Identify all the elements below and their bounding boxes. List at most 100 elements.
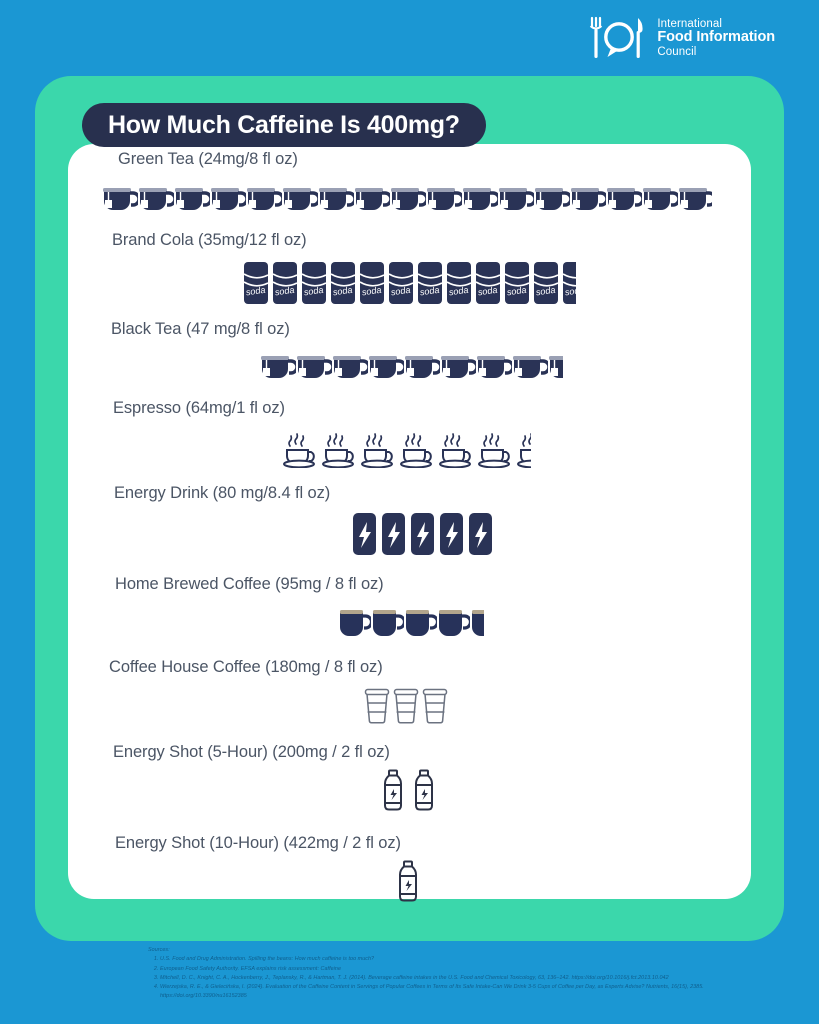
coffee-mug-icon [439, 610, 470, 636]
espresso-cup-icon [478, 433, 510, 468]
teacup-icon [549, 356, 563, 378]
teacup-icon [297, 356, 332, 378]
teacup-icon [261, 356, 296, 378]
teacup-icon [441, 356, 476, 378]
shot-bottle-icon [384, 769, 402, 811]
logo-line-food-information: Food Information [657, 29, 775, 46]
soda-can-icon: soda [388, 262, 414, 304]
icon-strip-soda-can: soda soda soda soda soda soda soda soda … [241, 254, 576, 306]
soda-can-icon: soda [446, 262, 472, 304]
teacup-icon [355, 188, 390, 210]
soda-can-icon: soda [475, 262, 501, 304]
row-label: Green Tea (24mg/8 fl oz) [118, 150, 298, 168]
teacup-icon [607, 188, 642, 210]
teacup-icon [103, 188, 138, 210]
teacup-icon [571, 188, 606, 210]
svg-text:soda: soda [390, 285, 411, 298]
beverage-row-energy-drink: Energy Drink (80 mg/8.4 fl oz) [68, 484, 751, 557]
energy-can-icon [382, 513, 405, 555]
espresso-cup-icon [361, 433, 393, 468]
svg-text:soda: soda [419, 285, 440, 298]
beverage-row-black-tea: Black Tea (47 mg/8 fl oz) [68, 320, 751, 385]
energy-can-icon [469, 513, 492, 555]
teacup-icon [247, 188, 282, 210]
espresso-cup-icon [322, 433, 354, 468]
row-label: Energy Shot (10-Hour) (422mg / 2 fl oz) [115, 834, 401, 852]
svg-text:soda: soda [245, 285, 266, 298]
icon-strip-teacup [100, 173, 712, 217]
espresso-cup-icon [283, 433, 315, 468]
icon-strip-espresso-cup [281, 422, 531, 468]
soda-can-icon: soda [533, 262, 559, 304]
sources-title: Sources: [148, 947, 170, 953]
teacup-icon [211, 188, 246, 210]
beverage-row-home-brewed-coffee: Home Brewed Coffee (95mg / 8 fl oz) [68, 575, 751, 640]
svg-text:soda: soda [506, 285, 527, 298]
svg-text:soda: soda [274, 285, 295, 298]
beverage-row-brand-cola: Brand Cola (35mg/12 fl oz) soda soda sod… [68, 231, 751, 306]
soda-can-icon: soda [243, 262, 269, 304]
svg-text:soda: soda [564, 285, 576, 298]
teacup-icon [463, 188, 498, 210]
sources-list: U.S. Food and Drug Administration. Spill… [148, 955, 708, 1001]
row-label: Coffee House Coffee (180mg / 8 fl oz) [109, 658, 383, 676]
svg-text:soda: soda [448, 285, 469, 298]
energy-can-icon [353, 513, 376, 555]
teacup-icon [427, 188, 462, 210]
row-label: Brand Cola (35mg/12 fl oz) [112, 231, 307, 249]
soda-can-icon: soda [562, 262, 576, 304]
teacup-icon [477, 356, 512, 378]
soda-can-icon: soda [330, 262, 356, 304]
soda-can-icon: soda [272, 262, 298, 304]
teacup-icon [679, 188, 712, 210]
teacup-icon [513, 356, 548, 378]
teacup-icon [405, 356, 440, 378]
soda-can-icon: soda [417, 262, 443, 304]
source-item: European Food Safety Authority. EFSA exp… [160, 965, 708, 974]
sources-footer: Sources: U.S. Food and Drug Administrati… [148, 946, 708, 1002]
teacup-icon [319, 188, 354, 210]
beverage-row-energy-shot-5-hour: Energy Shot (5-Hour) (200mg / 2 fl oz) [68, 743, 751, 814]
energy-can-icon [440, 513, 463, 555]
ific-logo: International Food Information Council [586, 14, 775, 62]
teacup-icon [535, 188, 570, 210]
shot-bottle-icon [399, 860, 417, 902]
beverage-row-green-tea: Green Tea (24mg/8 fl oz) [68, 150, 751, 217]
icon-strip-togo-cup [363, 681, 453, 725]
icon-strip-energy-can [350, 507, 505, 557]
icon-strip-coffee-mug [337, 598, 484, 640]
teacup-icon [139, 188, 174, 210]
page-header: International Food Information Council [0, 0, 819, 76]
shot-bottle-icon [415, 769, 433, 811]
source-item: U.S. Food and Drug Administration. Spill… [160, 955, 708, 964]
espresso-cup-icon [517, 433, 531, 468]
row-label: Black Tea (47 mg/8 fl oz) [111, 320, 290, 338]
coffee-mug-icon [340, 610, 371, 636]
beverage-rows: Green Tea (24mg/8 fl oz) [68, 150, 751, 905]
coffee-mug-icon [373, 610, 404, 636]
source-item: Wierzejska, R. E., & Gielecińska, I. (20… [160, 983, 708, 1002]
svg-text:soda: soda [535, 285, 556, 298]
teacup-icon [333, 356, 368, 378]
coffee-mug-icon [406, 610, 437, 636]
row-label: Energy Drink (80 mg/8.4 fl oz) [114, 484, 331, 502]
teacup-icon [499, 188, 534, 210]
icon-strip-shot-bottle [393, 857, 425, 905]
fork-plate-knife-speech-bubble-icon [590, 16, 643, 58]
teacup-icon [391, 188, 426, 210]
svg-text:soda: soda [477, 285, 498, 298]
teacup-icon [643, 188, 678, 210]
icon-strip-teacup [258, 343, 563, 385]
beverage-row-coffee-house-coffee: Coffee House Coffee (180mg / 8 fl oz) [68, 658, 751, 725]
soda-can-icon: soda [301, 262, 327, 304]
togo-cup-icon [422, 688, 448, 724]
page-title: How Much Caffeine Is 400mg? [82, 103, 486, 147]
logo-line-international: International [657, 17, 722, 30]
row-label: Home Brewed Coffee (95mg / 8 fl oz) [115, 575, 384, 593]
svg-text:soda: soda [332, 285, 353, 298]
row-label: Energy Shot (5-Hour) (200mg / 2 fl oz) [113, 743, 390, 761]
togo-cup-icon [364, 688, 390, 724]
teacup-icon [283, 188, 318, 210]
energy-can-icon [411, 513, 434, 555]
source-item: Mitchell, D. C., Knight, C. A., Hockenbe… [160, 974, 708, 983]
